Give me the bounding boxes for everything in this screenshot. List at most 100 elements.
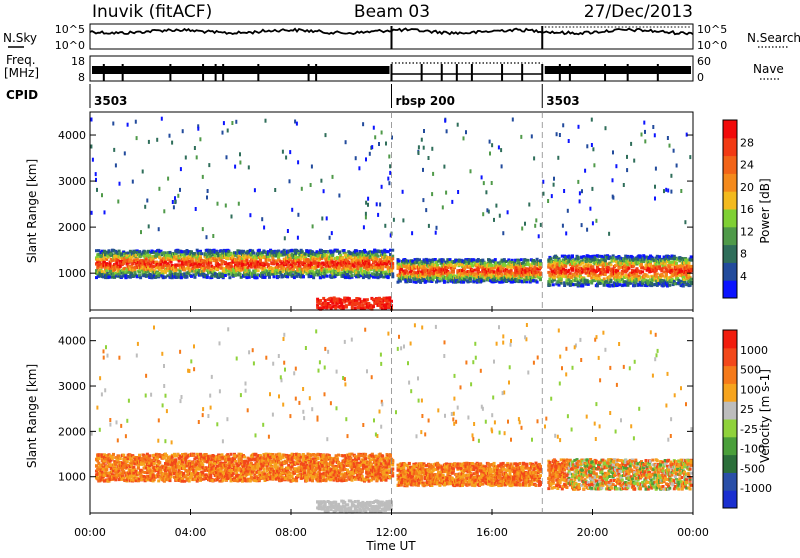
scatter-cell [626,155,628,159]
scatter-cell [261,217,263,221]
scatter-cell [521,227,523,231]
scatter-cell [643,121,645,125]
scatter-cell [539,263,542,266]
scatter-cell [668,284,671,287]
scatter-cell [319,299,322,302]
scatter-cell [422,198,424,202]
scatter-cell [186,275,189,278]
scatter-cell [615,164,617,168]
scatter-cell [501,273,504,276]
scatter-cell [202,227,204,231]
scatter-cell [387,177,389,181]
scatter-cell [182,129,184,133]
scatter-cell [268,276,271,279]
scatter-cell [428,224,430,228]
scatter-cell [409,279,412,282]
scatter-cell [673,149,675,153]
scatter-cell [148,224,150,228]
scatter-cell [539,266,542,269]
scatter-cell [605,126,607,130]
scatter-cell [670,174,672,178]
scatter-cell [300,258,303,261]
scatter-cell [206,235,208,239]
scatter-cell [524,222,526,226]
scatter-cell [665,188,667,192]
scatter-cell [389,164,391,168]
scatter-cell [434,258,437,261]
scatter-cell [331,254,334,257]
scatter-cell [119,182,121,186]
scatter-cell [388,155,390,159]
scatter-cell [158,227,160,231]
scatter-cell [379,203,381,207]
nave-label: Nave [753,62,784,76]
freq-unit-label: [MHz] [4,66,39,80]
scatter-cell [127,123,129,127]
scatter-cell [385,142,387,146]
scatter-cell [140,230,142,234]
scatter-cell [398,263,401,266]
scatter-cell [377,255,380,258]
scatter-cell [174,200,176,204]
scatter-cell [378,142,380,146]
scatter-cell [592,221,594,225]
scatter-cell [312,224,314,228]
scatter-cell [442,205,444,209]
scatter-cell [690,281,693,284]
scatter-cell [452,270,455,273]
scatter-cell [603,284,606,287]
scatter-cell [557,156,559,160]
noise-traces [90,26,693,49]
scatter-cell [265,119,267,123]
scatter-cell [656,273,659,276]
scatter-cell [363,225,365,229]
scatter-cell [584,169,586,173]
scatter-cell [224,274,227,277]
scatter-cell [654,133,656,137]
scatter-cell [520,135,522,139]
scatter-cell [652,125,654,129]
scatter-cell [323,189,325,193]
scatter-cell [332,175,334,179]
scatter-cell [206,196,208,200]
nsky-label: N.Sky [3,31,37,45]
freq-trace-a [92,66,390,74]
scatter-cell [690,269,693,272]
scatter-cell [144,205,146,209]
scatter-cell [206,276,209,279]
scatter-cell [620,275,623,278]
scatter-cell [667,136,669,140]
scatter-cell [411,231,413,235]
scatter-cell [113,148,115,152]
scatter-cell [595,219,597,223]
scatter-cell [289,179,291,183]
scatter-cell [231,121,233,125]
scatter-cell [115,262,118,265]
scatter-cell [604,273,607,276]
scatter-cell [553,177,555,181]
scatter-cell [550,257,553,260]
scatter-cell [418,151,420,155]
scatter-cell [367,203,369,207]
scatter-cell [676,164,678,168]
scatter-cell [252,252,255,255]
scatter-cell [196,155,198,159]
scatter-cell [239,152,241,156]
scatter-cell [177,194,179,198]
cpid-label: CPID [6,88,38,102]
nave-tick-bottom: 0 [697,71,704,84]
scatter-cell [690,265,693,268]
scatter-cell [593,163,595,167]
scatter-cell [398,260,401,263]
scatter-cell [195,207,197,211]
scatter-cell [393,218,395,222]
scatter-cell [536,281,539,284]
beam-title: Beam 03 [354,2,430,22]
scatter-cell [367,197,369,201]
scatter-cell [489,140,491,144]
scatter-cell [443,165,445,169]
scatter-cell [422,168,424,172]
scatter-cell [654,197,656,201]
scatter-cell [331,231,333,235]
scatter-cell [457,190,459,194]
